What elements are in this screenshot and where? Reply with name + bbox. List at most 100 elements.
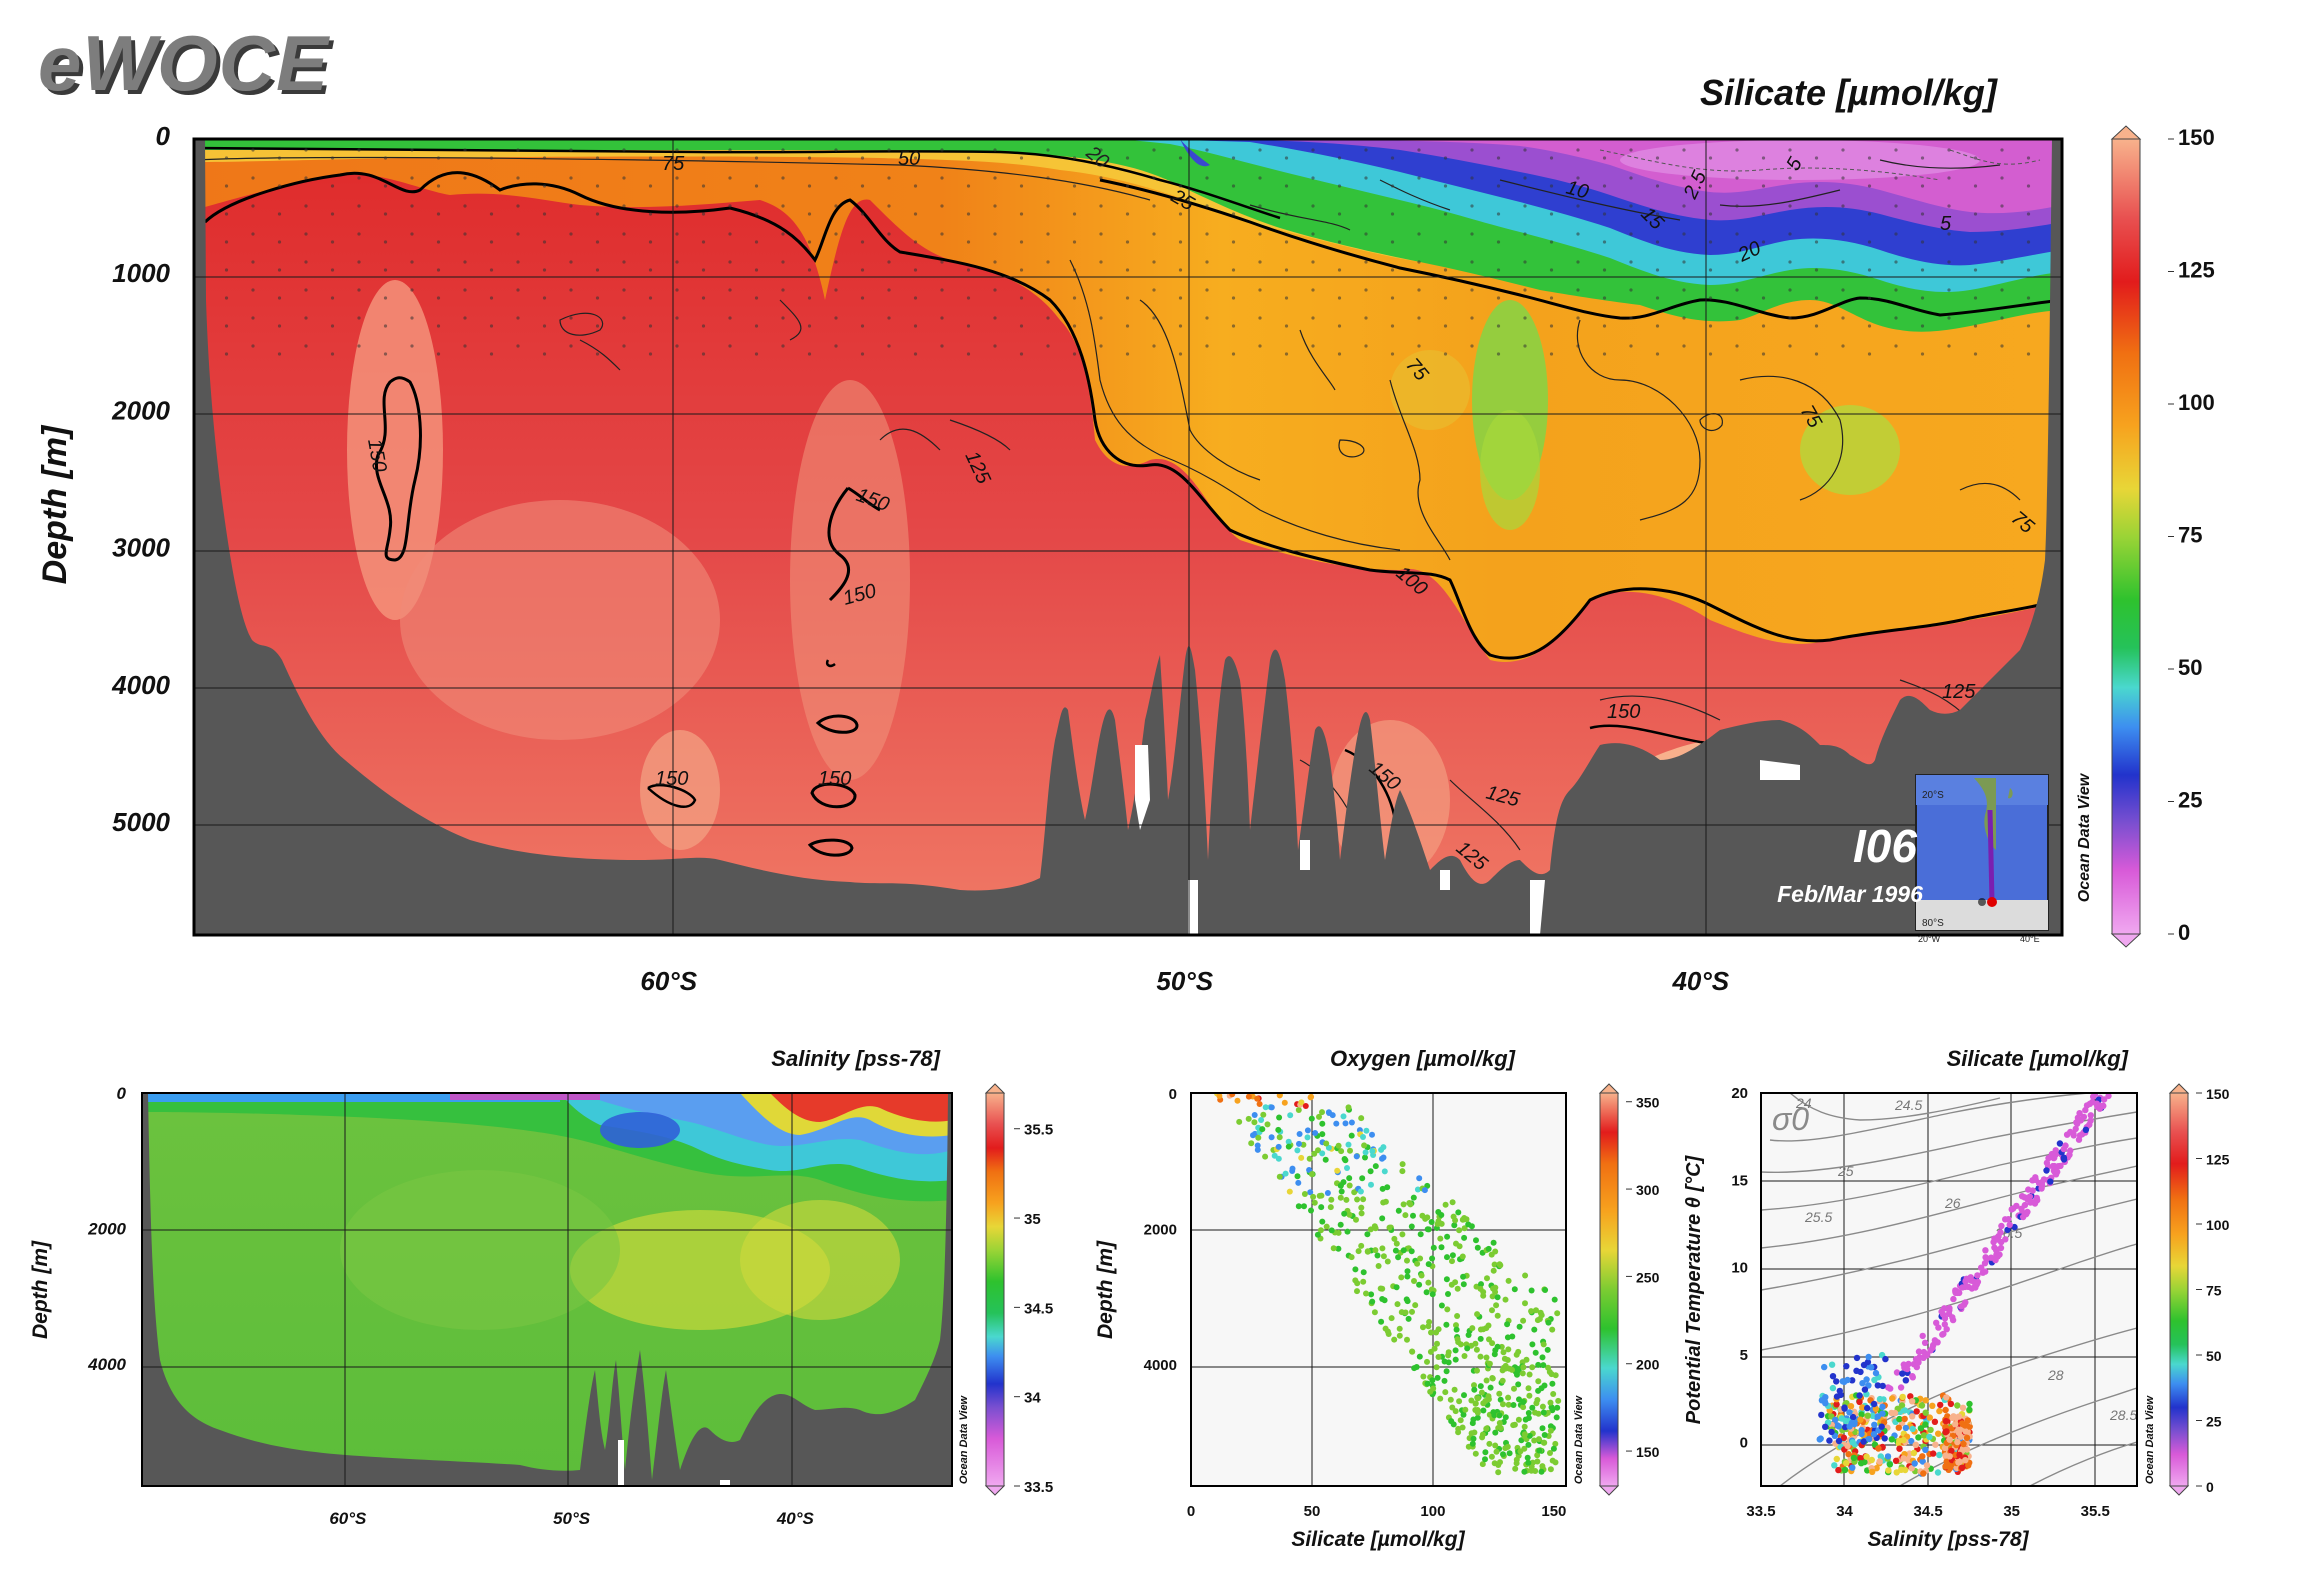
ts-scatter-point — [1857, 1455, 1864, 1462]
oxygen-scatter-point — [1332, 1229, 1338, 1236]
station-sample-dot — [728, 316, 732, 320]
ts-scatter-point — [2020, 1213, 2027, 1221]
oxygen-colorbar-tick-label: 150 — [1636, 1444, 1660, 1460]
station-sample-dot — [701, 268, 706, 272]
ts-scatter-point — [1900, 1430, 1908, 1437]
station-sample-dot — [516, 232, 520, 236]
station-sample-dot — [1814, 156, 1819, 160]
ts-x-tick-label: 33.5 — [1746, 1503, 1775, 1520]
oxygen-scatter-point — [1469, 1420, 1476, 1427]
oxygen-scatter-point — [1483, 1325, 1490, 1332]
station-sample-dot — [1841, 176, 1845, 180]
station-sample-dot — [1072, 352, 1077, 356]
station-sample-dot — [277, 212, 282, 216]
oxygen-scatter-point — [1445, 1359, 1452, 1366]
oxygen-scatter-point — [1411, 1278, 1417, 1284]
station-sample-dot — [913, 296, 918, 300]
oxygen-scatter-point — [1450, 1421, 1457, 1428]
oxygen-scatter-point — [1480, 1400, 1487, 1407]
station-sample-dot — [1894, 148, 1898, 152]
ts-scatter-point — [1902, 1377, 1910, 1384]
ts-scatter-point — [1821, 1363, 1828, 1371]
ts-scatter-point — [1915, 1359, 1922, 1366]
station-sample-dot — [1549, 184, 1554, 188]
salinity-x-tick-label: 50°S — [553, 1509, 591, 1528]
ts-scatter-point — [1957, 1450, 1964, 1457]
ts-scatter-point — [2095, 1096, 2102, 1103]
station-sample-dot — [436, 268, 441, 272]
oxygen-scatter-point — [1328, 1196, 1335, 1203]
station-sample-dot — [304, 148, 308, 152]
oxygen-scatter-point — [1245, 1093, 1252, 1100]
ts-scatter-point — [1952, 1423, 1959, 1430]
ts-scatter-point — [1842, 1417, 1849, 1425]
ts-scatter-point — [1927, 1347, 1934, 1354]
oxygen-scatter-point — [1484, 1425, 1491, 1432]
station-sample-dot — [1099, 288, 1103, 292]
oxygen-scatter-point — [1537, 1309, 1544, 1316]
station-sample-dot — [277, 352, 282, 356]
oxygen-scatter-point — [1445, 1352, 1452, 1359]
station-sample-dot — [1231, 268, 1236, 272]
station-sample-dot — [569, 344, 573, 348]
ts-scatter-point — [1871, 1427, 1879, 1434]
oxygen-scatter-point — [1485, 1365, 1491, 1372]
main-y-tick-label: 1000 — [112, 258, 170, 288]
ts-scatter-point — [1949, 1451, 1956, 1458]
station-sample-dot — [1920, 296, 1925, 300]
station-sample-dot — [675, 316, 679, 320]
oxygen-scatter-point — [1486, 1360, 1493, 1367]
oxygen-scatter-point — [1478, 1281, 1484, 1288]
station-sample-dot — [1125, 184, 1130, 188]
oxygen-scatter-point — [1250, 1132, 1256, 1139]
ts-scatter-point — [1871, 1407, 1878, 1415]
oxygen-scatter-point — [1482, 1456, 1488, 1463]
station-sample-dot — [224, 296, 229, 300]
ts-scatter-point — [2045, 1155, 2052, 1162]
station-sample-dot — [1231, 296, 1236, 300]
oxygen-scatter-point — [1474, 1244, 1481, 1251]
ts-scatter-point — [1869, 1468, 1876, 1476]
oxygen-scatter-point — [1491, 1261, 1498, 1268]
oxygen-scatter-point — [1490, 1239, 1497, 1246]
ts-scatter-point — [1876, 1398, 1884, 1405]
ts-scatter-point — [1858, 1426, 1865, 1434]
station-sample-dot — [383, 212, 388, 216]
ts-scatter-point — [1860, 1436, 1867, 1443]
station-sample-dot — [383, 240, 388, 244]
oxygen-scatter-point — [1424, 1380, 1431, 1387]
ts-scatter-point — [1942, 1416, 1949, 1423]
oxygen-scatter-point — [1439, 1353, 1445, 1360]
oxygen-scatter-point — [1474, 1409, 1481, 1416]
station-sample-dot — [330, 268, 335, 272]
station-sample-dot — [489, 268, 494, 272]
ts-scatter-point — [1898, 1419, 1906, 1427]
oxygen-scatter-point — [1535, 1447, 1542, 1454]
station-sample-dot — [357, 176, 361, 180]
station-sample-dot — [1523, 260, 1527, 264]
ts-scatter-point — [1871, 1441, 1879, 1448]
ts-scatter-point — [1833, 1401, 1840, 1408]
oxygen-scatter-point — [1479, 1431, 1486, 1438]
ts-scatter-point — [2048, 1150, 2056, 1158]
station-sample-dot — [1470, 204, 1474, 208]
oxygen-scatter-point — [1346, 1175, 1353, 1182]
station-sample-dot — [1973, 212, 1978, 216]
oxygen-colorbar-tick-label: 350 — [1636, 1095, 1660, 1111]
oxygen-scatter-point — [1437, 1235, 1444, 1242]
ts-scatter-point — [1960, 1301, 1968, 1308]
ts-scatter-point — [1854, 1454, 1862, 1461]
ts-scatter-point — [2018, 1193, 2026, 1200]
station-sample-dot — [1841, 288, 1845, 292]
ts-scatter-point — [2025, 1186, 2032, 1193]
oxygen-scatter-point — [1531, 1326, 1538, 1333]
station-sample-dot — [1099, 148, 1103, 152]
ts-scatter-point — [1881, 1427, 1888, 1435]
oxygen-scatter-point — [1361, 1142, 1368, 1149]
ts-scatter-point — [1868, 1364, 1875, 1371]
ts-scatter-point — [1857, 1394, 1865, 1402]
oxygen-scatter-point — [1525, 1441, 1532, 1448]
station-sample-dot — [913, 324, 918, 328]
ts-scatter-point — [2058, 1151, 2065, 1158]
ts-scatter-point — [1966, 1407, 1973, 1414]
